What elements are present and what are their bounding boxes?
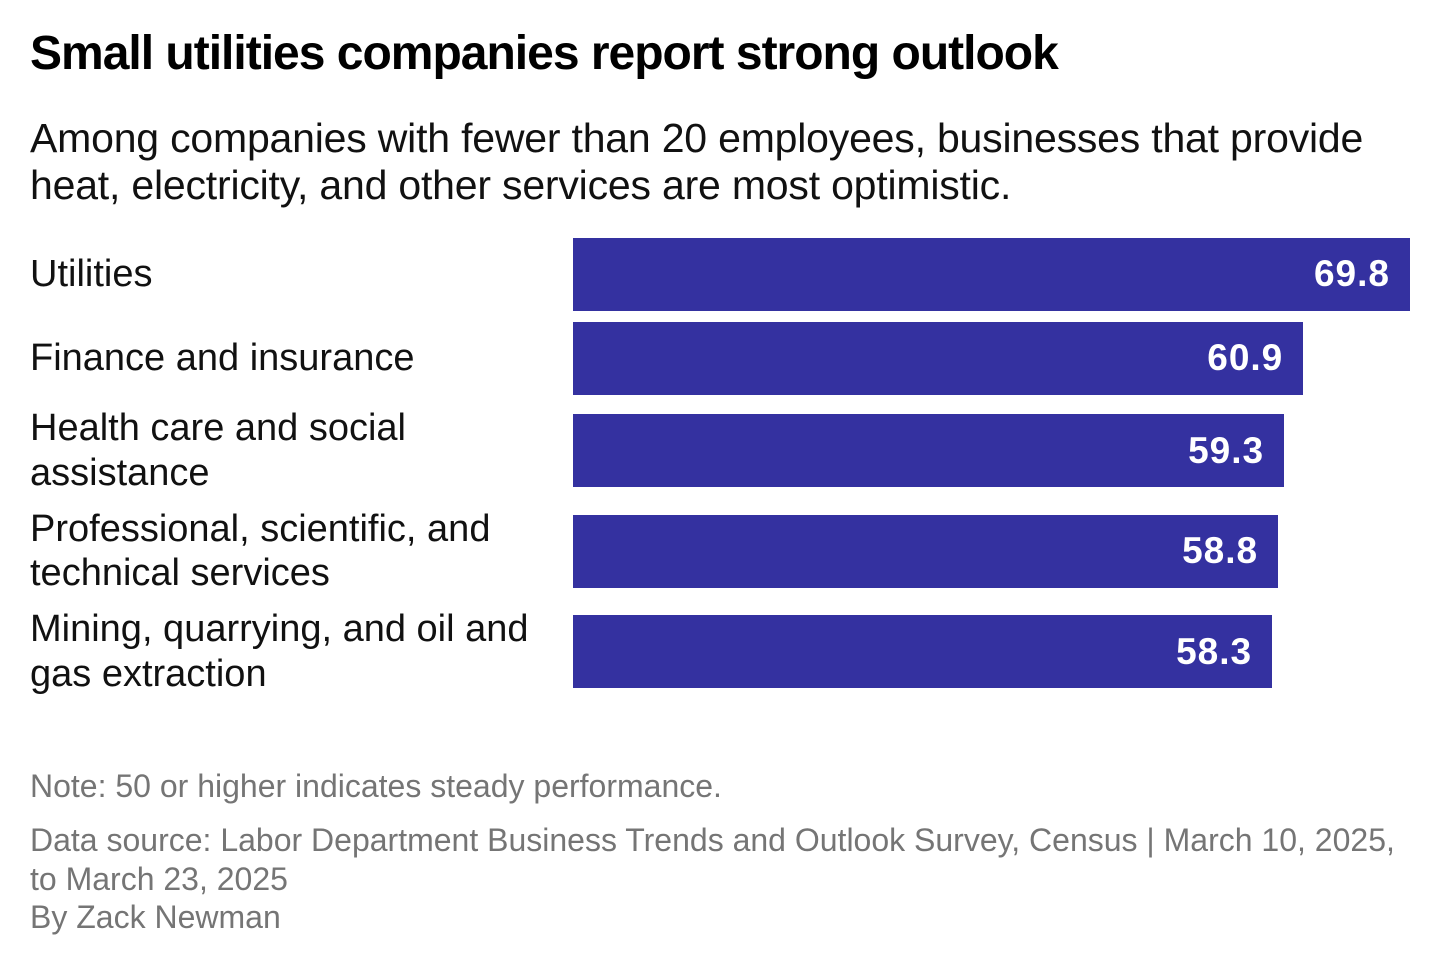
bar-category-label: Finance and insurance	[30, 336, 415, 379]
bar-track: 58.3	[573, 615, 1410, 689]
bar: 59.3	[573, 414, 1285, 488]
bar: 69.8	[573, 237, 1410, 311]
bar-chart: Utilities 69.8 Finance and insurance 60.9 He…	[30, 237, 1410, 697]
bar-row: Finance and insurance 60.9	[30, 321, 1410, 395]
chart-byline: By Zack Newman	[30, 898, 281, 935]
bar-track: 60.9	[573, 321, 1410, 395]
bar-row: Mining, quarrying, and oil and gas extrac…	[30, 607, 1410, 697]
chart-source: Data source: Labor Department Business T…	[30, 822, 1395, 897]
chart-footer: Note: 50 or higher indicates steady perf…	[30, 767, 1410, 937]
bar-category-label: Utilities	[30, 252, 153, 295]
bar: 58.8	[573, 514, 1279, 588]
bar: 58.3	[573, 615, 1273, 689]
bar-track: 69.8	[573, 237, 1410, 311]
bar-value-label: 58.8	[1182, 530, 1259, 572]
bar-value-label: 59.3	[1188, 429, 1265, 471]
chart-note: Note: 50 or higher indicates steady perf…	[30, 767, 722, 804]
chart-title: Small utilities companies report strong …	[30, 27, 1059, 80]
bar-category-label: Mining, quarrying, and oil and gas extrac…	[30, 608, 529, 695]
bar-row: Professional, scientific, and technical s…	[30, 507, 1410, 597]
bar-value-label: 60.9	[1207, 337, 1284, 379]
bar-track: 59.3	[573, 414, 1410, 488]
bar-track: 58.8	[573, 514, 1410, 588]
bar: 60.9	[573, 321, 1304, 395]
chart-subtitle: Among companies with fewer than 20 emplo…	[30, 115, 1364, 208]
bar-category-label: Professional, scientific, and technical s…	[30, 507, 491, 595]
bar-row: Health care and social assistance 59.3	[30, 406, 1410, 496]
bar-value-label: 58.3	[1176, 630, 1253, 672]
bar-value-label: 69.8	[1313, 253, 1390, 295]
bar-category-label: Health care and social assistance	[30, 406, 406, 494]
bar-row: Utilities 69.8	[30, 237, 1410, 311]
